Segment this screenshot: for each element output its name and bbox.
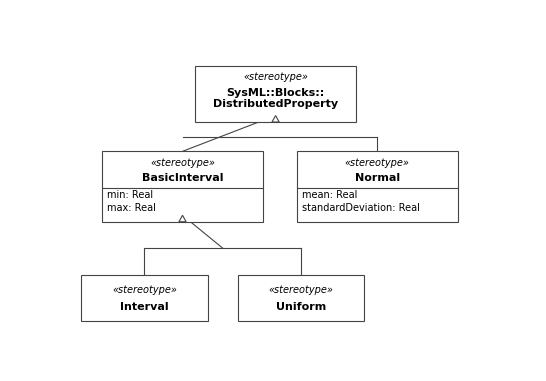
Polygon shape <box>179 215 186 222</box>
Text: «stereotype»: «stereotype» <box>243 72 308 82</box>
Polygon shape <box>272 115 279 122</box>
Text: BasicInterval: BasicInterval <box>142 173 223 183</box>
Text: Normal: Normal <box>354 173 400 183</box>
Text: «stereotype»: «stereotype» <box>112 285 177 295</box>
Text: Uniform: Uniform <box>276 303 326 312</box>
Text: mean: Real: mean: Real <box>302 190 357 200</box>
Bar <box>238 275 365 322</box>
Text: SysML::Blocks::
DistributedProperty: SysML::Blocks:: DistributedProperty <box>213 88 338 109</box>
Bar <box>297 151 458 222</box>
Text: standardDeviation: Real: standardDeviation: Real <box>302 203 420 213</box>
Text: max: Real: max: Real <box>107 203 156 213</box>
Text: «stereotype»: «stereotype» <box>345 158 410 168</box>
Bar <box>195 66 356 122</box>
Bar <box>81 275 208 322</box>
Text: min: Real: min: Real <box>107 190 153 200</box>
Text: «stereotype»: «stereotype» <box>269 285 334 295</box>
Bar <box>102 151 263 222</box>
Text: «stereotype»: «stereotype» <box>150 158 215 168</box>
Text: Interval: Interval <box>120 303 169 312</box>
